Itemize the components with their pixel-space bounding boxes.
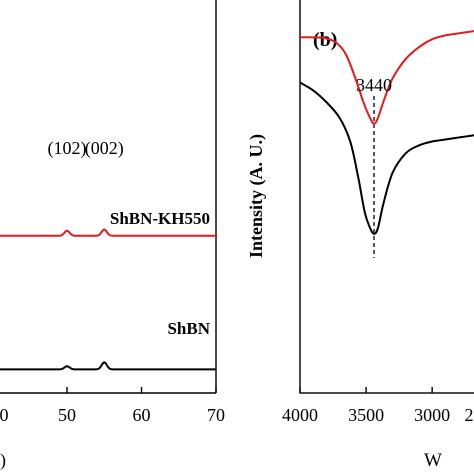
panel-b-frame bbox=[299, 0, 474, 394]
panel-a-partial-tick-label: 0 bbox=[0, 405, 9, 425]
series-line-shbn bbox=[0, 361, 216, 371]
panel-a-x-tick-label: 50 bbox=[58, 405, 76, 425]
panel-b-series bbox=[299, 30, 474, 235]
ir-series-red bbox=[299, 30, 474, 125]
series-label-shbn: ShBN bbox=[167, 319, 210, 338]
panel-b-label: (b) bbox=[313, 29, 337, 51]
panel-a-x-tick-label: 70 bbox=[207, 405, 225, 425]
panel-a-x-tick-label: 60 bbox=[133, 405, 151, 425]
peak-label-3440: 3440 bbox=[356, 75, 392, 95]
panel-b-x-tick-labels: 4000 3500 3000 bbox=[282, 405, 450, 425]
series-line-shbn-kh550 bbox=[0, 228, 216, 237]
panel-a-x-ticks bbox=[66, 387, 217, 393]
panel-b-x-tick-label: 3500 bbox=[348, 405, 384, 425]
panel-a-x-axis-label-fragment: ) bbox=[0, 450, 6, 471]
ir-series-black bbox=[299, 81, 474, 235]
panel-b-x-ticks bbox=[299, 387, 433, 393]
panel-a: 50 60 70 0 ) (102)(002) ShBN-KH550 ShBN bbox=[0, 0, 225, 471]
peak-label: (102) bbox=[48, 138, 87, 159]
panel-b: 4000 3500 3000 2 W Intensity (A. U.) (b) 3… bbox=[246, 0, 474, 471]
panel-b-x-tick-label: 4000 bbox=[282, 405, 318, 425]
panel-b-x-axis-label: W bbox=[424, 450, 442, 471]
panel-b-y-axis-label: Intensity (A. U.) bbox=[246, 134, 267, 258]
panel-a-series bbox=[0, 228, 216, 371]
panel-b-partial-tick-label: 2 bbox=[465, 405, 474, 425]
panel-a-peak-labels: (102)(002) bbox=[48, 138, 124, 159]
peak-label: (002) bbox=[85, 138, 124, 159]
series-label-shbn-kh550: ShBN-KH550 bbox=[110, 209, 210, 228]
panel-b-x-tick-label: 3000 bbox=[414, 405, 450, 425]
panel-a-x-tick-labels: 50 60 70 bbox=[58, 405, 225, 425]
